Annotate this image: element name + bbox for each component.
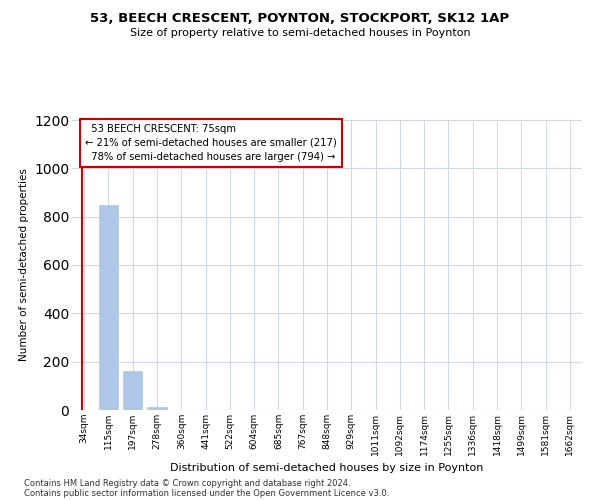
Bar [147, 406, 167, 410]
Text: 53 BEECH CRESCENT: 75sqm
← 21% of semi-detached houses are smaller (217)
  78% o: 53 BEECH CRESCENT: 75sqm ← 21% of semi-d… [85, 124, 337, 162]
Text: 53, BEECH CRESCENT, POYNTON, STOCKPORT, SK12 1AP: 53, BEECH CRESCENT, POYNTON, STOCKPORT, … [91, 12, 509, 26]
Text: Contains HM Land Registry data © Crown copyright and database right 2024.: Contains HM Land Registry data © Crown c… [24, 478, 350, 488]
Text: Contains public sector information licensed under the Open Government Licence v3: Contains public sector information licen… [24, 488, 389, 498]
Bar [99, 205, 118, 410]
Bar [123, 372, 142, 410]
Y-axis label: Number of semi-detached properties: Number of semi-detached properties [19, 168, 29, 362]
X-axis label: Distribution of semi-detached houses by size in Poynton: Distribution of semi-detached houses by … [170, 463, 484, 473]
Text: Size of property relative to semi-detached houses in Poynton: Size of property relative to semi-detach… [130, 28, 470, 38]
